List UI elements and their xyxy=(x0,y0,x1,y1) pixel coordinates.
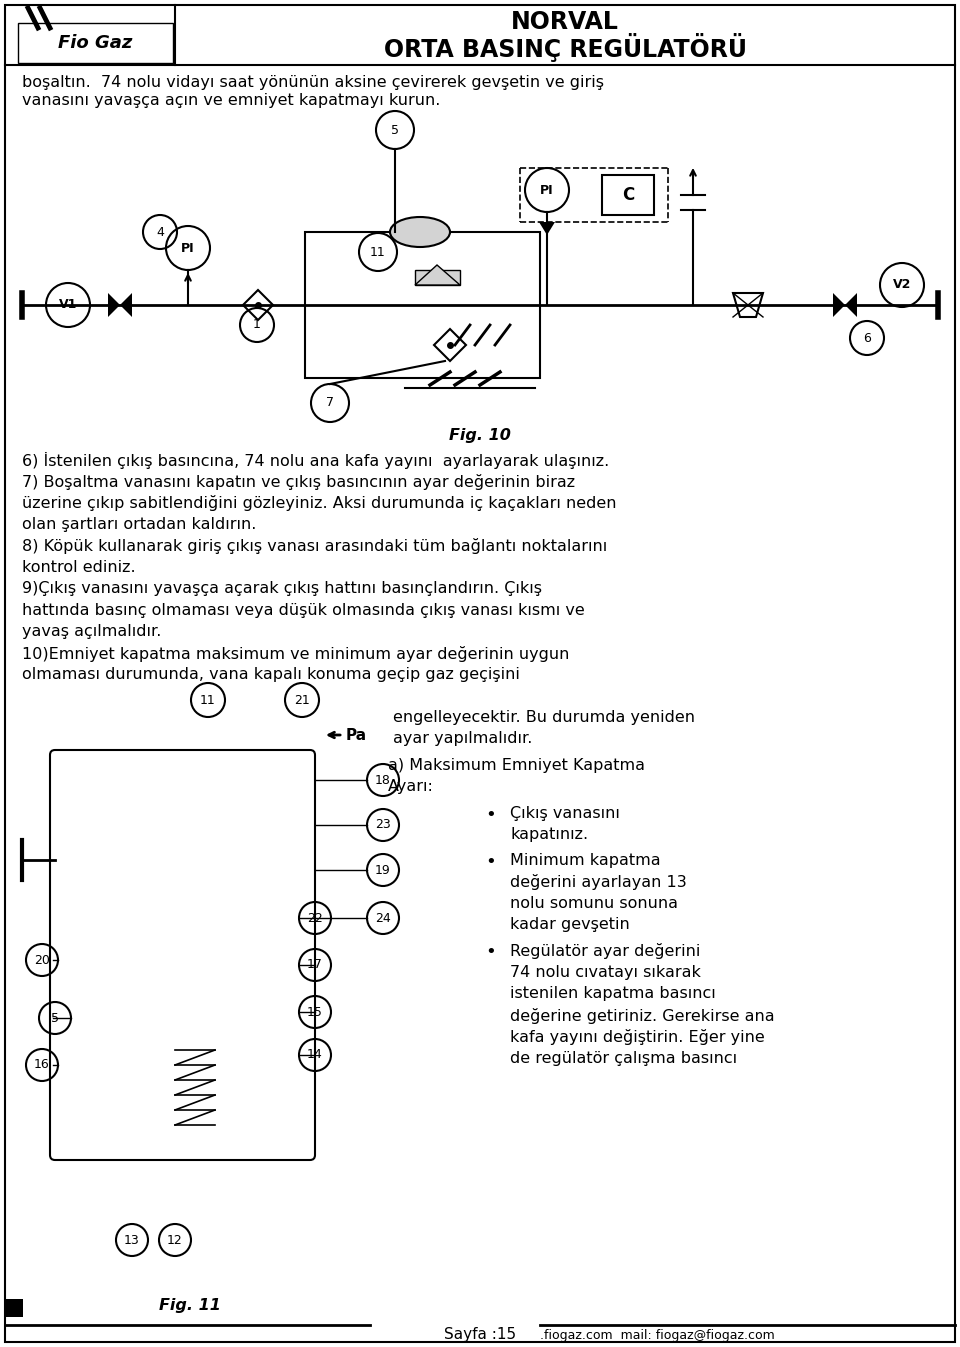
Text: 17: 17 xyxy=(307,959,323,971)
Polygon shape xyxy=(120,294,132,317)
FancyBboxPatch shape xyxy=(5,1299,23,1317)
FancyBboxPatch shape xyxy=(602,175,654,216)
Polygon shape xyxy=(415,269,460,286)
Text: kafa yayını değiştirin. Eğer yine: kafa yayını değiştirin. Eğer yine xyxy=(510,1029,765,1045)
Text: üzerine çıkıp sabitlendiğini gözleyiniz. Aksi durumunda iç kaçakları neden: üzerine çıkıp sabitlendiğini gözleyiniz.… xyxy=(22,494,616,511)
Text: 6: 6 xyxy=(863,331,871,345)
Text: Fio Gaz: Fio Gaz xyxy=(58,34,132,53)
Text: 15: 15 xyxy=(307,1005,323,1018)
Text: •: • xyxy=(485,943,495,960)
Text: değerine getiriniz. Gerekirse ana: değerine getiriniz. Gerekirse ana xyxy=(510,1008,775,1024)
Polygon shape xyxy=(833,294,845,317)
Text: Fig. 10: Fig. 10 xyxy=(449,428,511,443)
Text: 9)Çıkış vanasını yavaşça açarak çıkış hattını basınçlandırın. Çıkış: 9)Çıkış vanasını yavaşça açarak çıkış ha… xyxy=(22,581,542,595)
Text: 6) İstenilen çıkış basıncına, 74 nolu ana kafa yayını  ayarlayarak ulaşınız.: 6) İstenilen çıkış basıncına, 74 nolu an… xyxy=(22,453,610,469)
Text: olmaması durumunda, vana kapalı konuma geçip gaz geçişini: olmaması durumunda, vana kapalı konuma g… xyxy=(22,667,520,682)
Text: 4: 4 xyxy=(156,225,164,238)
Polygon shape xyxy=(243,290,273,321)
Text: kapatınız.: kapatınız. xyxy=(510,827,588,842)
Polygon shape xyxy=(845,294,857,317)
Text: 20: 20 xyxy=(34,954,50,967)
Text: 22: 22 xyxy=(307,912,323,924)
Text: 24: 24 xyxy=(375,912,391,924)
Text: 23: 23 xyxy=(375,819,391,831)
Text: Minimum kapatma: Minimum kapatma xyxy=(510,853,660,867)
Text: yavaş açılmalıdır.: yavaş açılmalıdır. xyxy=(22,624,161,638)
Text: NORVAL: NORVAL xyxy=(511,9,619,34)
Text: 16: 16 xyxy=(35,1059,50,1071)
Text: 74 nolu cıvatayı sıkarak: 74 nolu cıvatayı sıkarak xyxy=(510,964,701,979)
Text: Regülatör ayar değerini: Regülatör ayar değerini xyxy=(510,943,701,959)
Text: 10)Emniyet kapatma maksimum ve minimum ayar değerinin uygun: 10)Emniyet kapatma maksimum ve minimum a… xyxy=(22,645,569,661)
Text: Fig. 11: Fig. 11 xyxy=(159,1299,221,1313)
Polygon shape xyxy=(108,294,120,317)
FancyBboxPatch shape xyxy=(5,5,955,1342)
FancyBboxPatch shape xyxy=(50,750,315,1160)
Text: •: • xyxy=(485,806,495,824)
Text: 1: 1 xyxy=(253,318,261,331)
Text: kontrol ediniz.: kontrol ediniz. xyxy=(22,559,135,575)
Text: 11: 11 xyxy=(200,694,216,706)
Polygon shape xyxy=(415,265,460,286)
Text: 12: 12 xyxy=(167,1234,182,1246)
Polygon shape xyxy=(434,329,466,361)
Text: kadar gevşetin: kadar gevşetin xyxy=(510,917,630,932)
Text: olan şartları ortadan kaldırın.: olan şartları ortadan kaldırın. xyxy=(22,516,256,532)
Text: PI: PI xyxy=(540,183,554,197)
Text: C: C xyxy=(622,186,635,203)
Polygon shape xyxy=(539,222,555,234)
Text: 5: 5 xyxy=(391,124,399,136)
Text: nolu somunu sonuna: nolu somunu sonuna xyxy=(510,896,678,911)
Text: 13: 13 xyxy=(124,1234,140,1246)
Text: 19: 19 xyxy=(375,863,391,877)
Text: 7: 7 xyxy=(326,396,334,409)
Text: vanasını yavaşça açın ve emniyet kapatmayı kurun.: vanasını yavaşça açın ve emniyet kapatma… xyxy=(22,93,441,108)
Text: Pa: Pa xyxy=(346,727,367,742)
Text: 8) Köpük kullanarak giriş çıkış vanası arasındaki tüm bağlantı noktalarını: 8) Köpük kullanarak giriş çıkış vanası a… xyxy=(22,537,608,554)
Text: ayar yapılmalıdır.: ayar yapılmalıdır. xyxy=(393,731,533,746)
Ellipse shape xyxy=(390,217,450,247)
Text: 5: 5 xyxy=(51,1012,59,1025)
Text: a) Maksimum Emniyet Kapatma: a) Maksimum Emniyet Kapatma xyxy=(388,758,645,773)
Text: V1: V1 xyxy=(59,299,77,311)
Text: hattında basınç olmaması veya düşük olmasında çıkış vanası kısmı ve: hattında basınç olmaması veya düşük olma… xyxy=(22,602,585,617)
Text: 11: 11 xyxy=(371,245,386,259)
Text: .fiogaz.com  mail: fiogaz@fiogaz.com: .fiogaz.com mail: fiogaz@fiogaz.com xyxy=(540,1328,775,1342)
Text: 14: 14 xyxy=(307,1048,323,1061)
Text: boşaltın.  74 nolu vidayı saat yönünün aksine çevirerek gevşetin ve giriş: boşaltın. 74 nolu vidayı saat yönünün ak… xyxy=(22,75,604,90)
Text: de regülatör çalışma basıncı: de regülatör çalışma basıncı xyxy=(510,1051,737,1065)
Text: engelleyecektir. Bu durumda yeniden: engelleyecektir. Bu durumda yeniden xyxy=(393,710,695,725)
Text: •: • xyxy=(485,853,495,872)
Text: 18: 18 xyxy=(375,773,391,787)
Text: Sayfa :15: Sayfa :15 xyxy=(444,1328,516,1343)
Text: Ayarı:: Ayarı: xyxy=(388,780,434,795)
Text: PI: PI xyxy=(181,241,195,255)
Text: Çıkış vanasını: Çıkış vanasını xyxy=(510,806,620,822)
Text: 21: 21 xyxy=(294,694,310,706)
Text: istenilen kapatma basıncı: istenilen kapatma basıncı xyxy=(510,986,716,1001)
FancyBboxPatch shape xyxy=(18,23,173,63)
Text: ORTA BASINÇ REGÜLATÖRÜ: ORTA BASINÇ REGÜLATÖRÜ xyxy=(383,34,747,62)
Text: 7) Boşaltma vanasını kapatın ve çıkış basıncının ayar değerinin biraz: 7) Boşaltma vanasını kapatın ve çıkış ba… xyxy=(22,474,575,489)
Polygon shape xyxy=(733,294,763,317)
Text: V2: V2 xyxy=(893,279,911,291)
Text: değerini ayarlayan 13: değerini ayarlayan 13 xyxy=(510,874,686,890)
FancyBboxPatch shape xyxy=(305,232,540,379)
